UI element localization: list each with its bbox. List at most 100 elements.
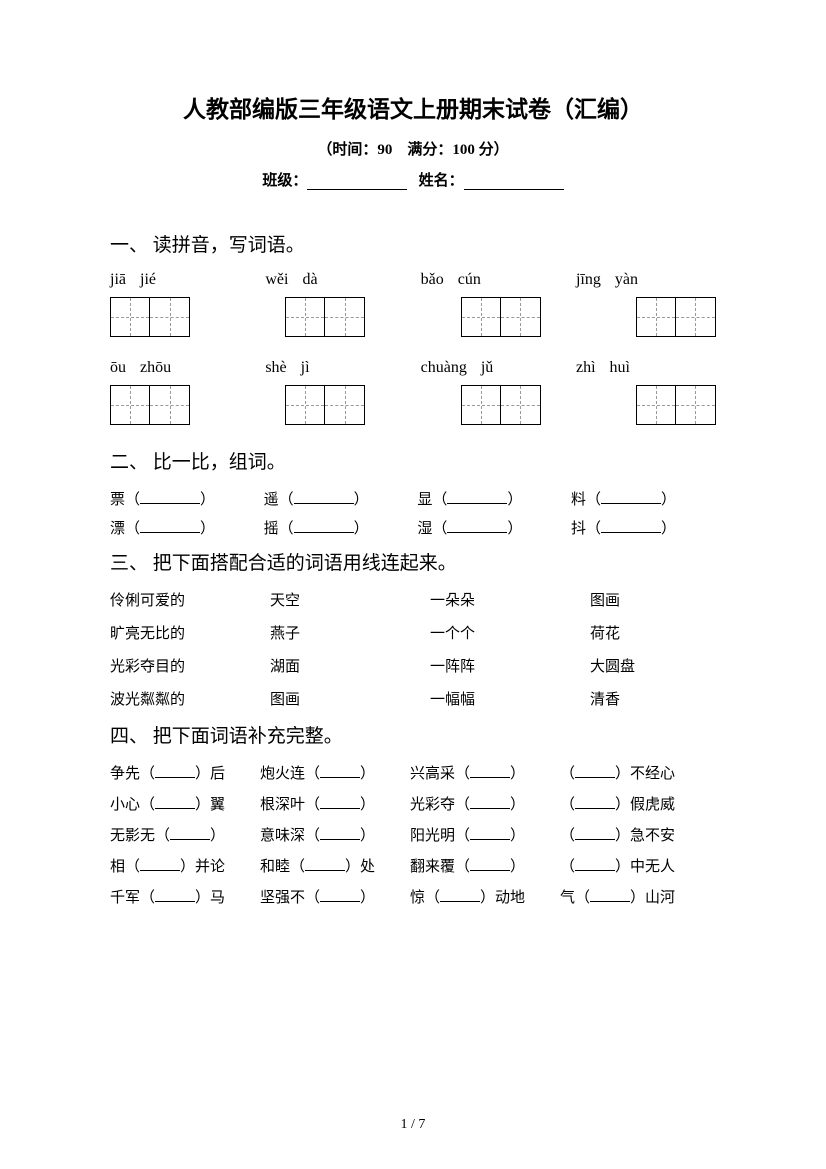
q1-heading: 一、 读拼音，写词语。 [110,230,716,257]
blank[interactable] [590,890,630,902]
tianzi-grid[interactable] [110,385,190,425]
blank[interactable] [575,828,615,840]
q3-cell: 一个个 [430,622,590,643]
blank[interactable] [140,492,200,504]
blank[interactable] [320,890,360,902]
pinyin: jǔ [481,359,493,376]
q2-row: 漂（）摇（）湿（）抖（） [110,517,716,538]
q2-item: 抖（） [571,517,716,538]
q4-item: （）不经心 [560,762,710,783]
pinyin-row-1: jiājié wěidà bǎocún jīngyàn [110,271,716,289]
blank[interactable] [305,859,345,871]
q4-item: 炮火连（） [260,762,410,783]
q3-row: 伶俐可爱的天空一朵朵图画 [110,589,716,610]
q3-cell: 大圆盘 [590,655,710,676]
q4-row: 小心（）翼根深叶（）光彩夺（）（）假虎威 [110,793,716,814]
blank[interactable] [320,766,360,778]
name-label: 姓名： [419,173,464,189]
blank[interactable] [470,828,510,840]
q3-heading: 三、 把下面搭配合适的词语用线连起来。 [110,548,716,575]
q4-item: 意味深（） [260,824,410,845]
tianzi-grid[interactable] [461,385,541,425]
blank[interactable] [155,766,195,778]
q4-item: 惊（）动地 [410,886,560,907]
subtitle: （时间：90 满分：100 分） [110,138,716,159]
q3-cell: 清香 [590,688,710,709]
name-blank[interactable] [464,176,564,190]
q2-item: 漂（） [110,517,255,538]
tianzi-grid[interactable] [110,297,190,337]
q2-heading: 二、 比一比，组词。 [110,447,716,474]
q3-cell: 旷亮无比的 [110,622,270,643]
info-line: 班级： 姓名： [110,169,716,190]
pinyin: jīng [576,271,601,288]
blank[interactable] [294,492,354,504]
blank[interactable] [440,890,480,902]
pinyin: ōu [110,359,126,376]
pinyin: wěi [265,271,288,288]
pinyin: chuàng [421,359,467,376]
blank[interactable] [575,859,615,871]
q4-item: 光彩夺（） [410,793,560,814]
q2-row: 票（）遥（）显（）料（） [110,488,716,509]
q3-row: 光彩夺目的湖面一阵阵大圆盘 [110,655,716,676]
blank[interactable] [140,521,200,533]
pinyin: zhì [576,359,596,376]
q3-cell: 波光粼粼的 [110,688,270,709]
q4-row: 无影无（）意味深（）阳光明（）（）急不安 [110,824,716,845]
pinyin: bǎo [421,271,444,288]
tianzi-grid[interactable] [461,297,541,337]
class-blank[interactable] [307,176,407,190]
blank[interactable] [155,890,195,902]
q4-item: 翻来覆（） [410,855,560,876]
q4-item: 千军（）马 [110,886,260,907]
q3-cell: 一阵阵 [430,655,590,676]
q4-item: 和睦（）处 [260,855,410,876]
q4-item: （）急不安 [560,824,710,845]
blank[interactable] [140,859,180,871]
blank[interactable] [170,828,210,840]
blank[interactable] [575,797,615,809]
pinyin: dà [302,271,317,288]
q3-row: 旷亮无比的燕子一个个荷花 [110,622,716,643]
blank[interactable] [601,521,661,533]
q3-cell: 光彩夺目的 [110,655,270,676]
q4-item: 阳光明（） [410,824,560,845]
blank[interactable] [320,797,360,809]
q3-cell: 图画 [270,688,430,709]
tianzi-grid[interactable] [636,385,716,425]
q4-item: 坚强不（） [260,886,410,907]
q4-item: 争先（）后 [110,762,260,783]
blank[interactable] [470,859,510,871]
blank[interactable] [155,797,195,809]
q3-cell: 一幅幅 [430,688,590,709]
q4-item: 根深叶（） [260,793,410,814]
blank[interactable] [601,492,661,504]
q3-cell: 天空 [270,589,430,610]
blank[interactable] [470,766,510,778]
tianzi-grid[interactable] [285,297,365,337]
blank[interactable] [447,492,507,504]
blank[interactable] [575,766,615,778]
blank[interactable] [470,797,510,809]
tianzi-row-2 [110,385,716,425]
q4-item: 兴高采（） [410,762,560,783]
q4-heading: 四、 把下面词语补充完整。 [110,721,716,748]
q4-item: 相（）并论 [110,855,260,876]
tianzi-grid[interactable] [285,385,365,425]
pinyin: shè [265,359,286,376]
blank[interactable] [447,521,507,533]
tianzi-grid[interactable] [636,297,716,337]
page-number: 1 / 7 [0,1117,826,1133]
q3-cell: 一朵朵 [430,589,590,610]
pinyin: huì [610,359,630,376]
q3-cell: 伶俐可爱的 [110,589,270,610]
q4-item: 无影无（） [110,824,260,845]
blank[interactable] [320,828,360,840]
q4-row: 千军（）马坚强不（）惊（）动地气（）山河 [110,886,716,907]
pinyin-row-2: ōuzhōu shèjì chuàngjǔ zhìhuì [110,359,716,377]
q4-row: 相（）并论和睦（）处翻来覆（）（）中无人 [110,855,716,876]
page-title: 人教部编版三年级语文上册期末试卷（汇编） [110,90,716,124]
blank[interactable] [294,521,354,533]
q2-item: 显（） [417,488,562,509]
